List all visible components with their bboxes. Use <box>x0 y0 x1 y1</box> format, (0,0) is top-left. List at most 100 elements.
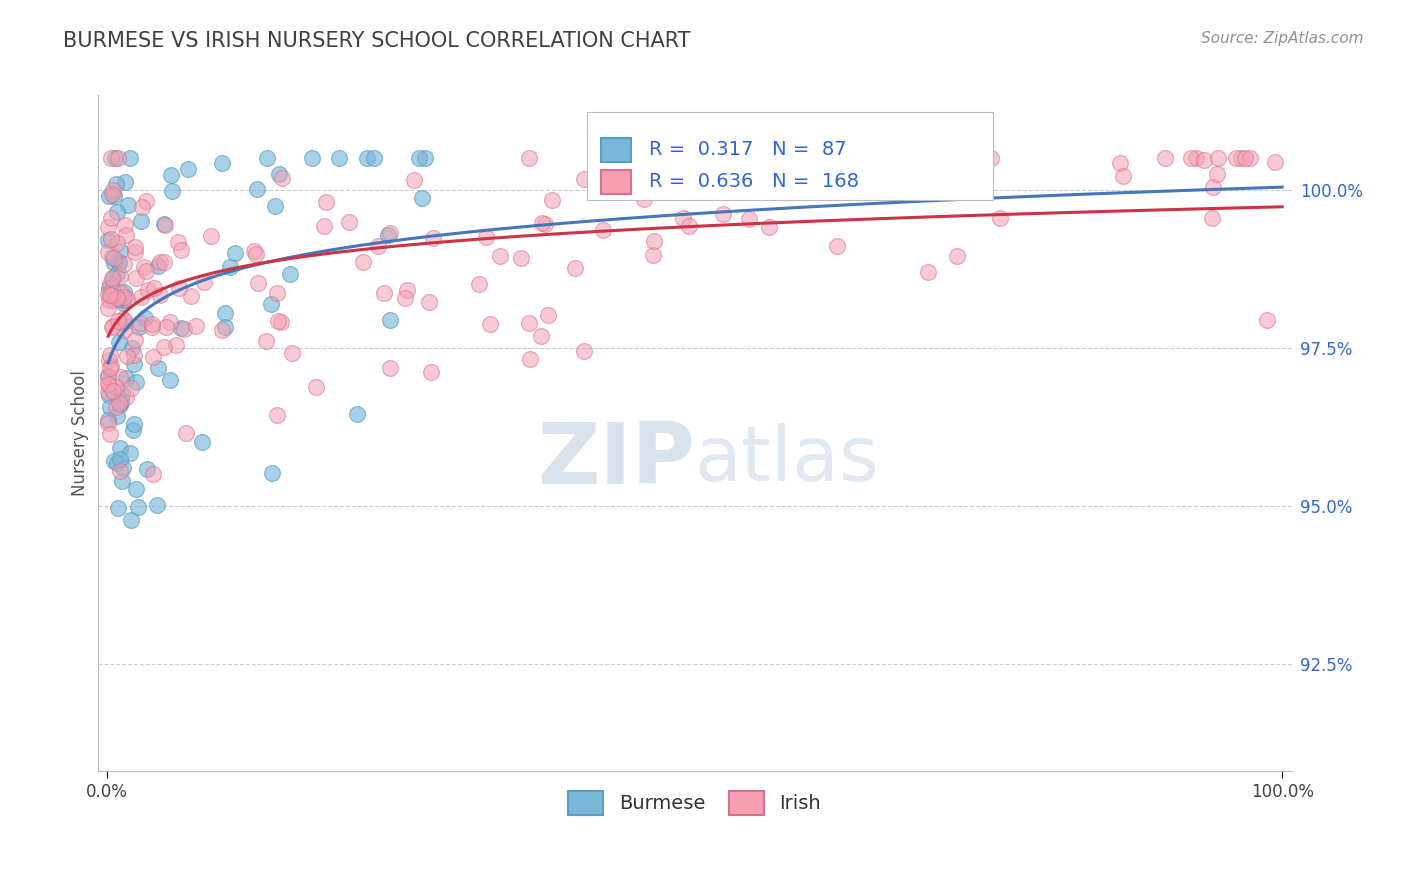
Point <box>153 255 176 269</box>
Point <box>378 226 401 240</box>
Point <box>1112 169 1135 183</box>
Point <box>112 323 135 337</box>
Point <box>155 319 177 334</box>
Point <box>100 359 122 373</box>
Point <box>105 177 128 191</box>
Point <box>107 335 129 350</box>
Point <box>214 319 236 334</box>
Point <box>380 361 402 376</box>
Point <box>124 333 146 347</box>
Point <box>314 219 336 233</box>
Point <box>917 265 939 279</box>
Point <box>129 290 152 304</box>
Y-axis label: Nursery School: Nursery School <box>72 370 89 496</box>
Point <box>121 341 143 355</box>
Point <box>266 408 288 422</box>
Point <box>124 245 146 260</box>
Point <box>166 235 188 249</box>
Point <box>107 256 129 270</box>
Point <box>97 233 120 247</box>
Point <box>678 219 700 233</box>
Point <box>108 452 131 467</box>
Point <box>97 369 120 384</box>
Point <box>124 240 146 254</box>
Point <box>211 155 233 169</box>
Point <box>402 173 425 187</box>
Point <box>101 271 124 285</box>
Point <box>97 384 120 399</box>
Point <box>254 334 277 348</box>
Point <box>112 461 135 475</box>
Point <box>735 168 758 182</box>
Point <box>534 217 557 231</box>
Point <box>907 152 929 166</box>
Point <box>159 315 181 329</box>
Point <box>146 259 169 273</box>
Point <box>256 152 278 166</box>
Text: R =  0.317   N =  87: R = 0.317 N = 87 <box>650 140 846 160</box>
Point <box>97 245 120 260</box>
Point <box>108 254 131 268</box>
Point <box>738 152 761 166</box>
Point <box>1234 152 1257 166</box>
Point <box>352 255 374 269</box>
Legend: Burmese, Irish: Burmese, Irish <box>561 783 828 822</box>
Point <box>301 152 323 166</box>
Point <box>112 290 135 304</box>
Point <box>165 338 187 352</box>
Point <box>510 251 533 265</box>
Point <box>280 346 302 360</box>
Point <box>105 400 128 414</box>
Point <box>111 474 134 488</box>
Point <box>373 285 395 300</box>
Point <box>105 205 128 219</box>
Point <box>107 292 129 306</box>
Point <box>127 500 149 514</box>
Point <box>200 229 222 244</box>
Point <box>758 219 780 234</box>
Point <box>128 320 150 334</box>
Point <box>346 408 368 422</box>
Point <box>122 357 145 371</box>
Point <box>218 260 240 275</box>
Point <box>174 425 197 440</box>
Point <box>98 277 121 292</box>
Point <box>367 238 389 252</box>
Point <box>105 291 128 305</box>
Point <box>1256 312 1278 326</box>
Point <box>112 257 135 271</box>
Point <box>180 289 202 303</box>
Point <box>101 281 124 295</box>
Point <box>378 312 401 326</box>
Point <box>468 277 491 292</box>
Point <box>108 268 131 283</box>
Point <box>1180 152 1202 166</box>
Point <box>122 417 145 431</box>
Point <box>118 152 141 166</box>
Point <box>356 152 378 166</box>
Point <box>278 267 301 281</box>
Point <box>122 423 145 437</box>
Point <box>97 416 120 430</box>
Point <box>115 292 138 306</box>
Point <box>103 293 125 308</box>
Point <box>105 267 128 281</box>
Point <box>263 199 285 213</box>
Point <box>1108 156 1130 170</box>
Point <box>115 371 138 385</box>
Point <box>266 314 288 328</box>
Point <box>1201 211 1223 225</box>
Point <box>148 288 170 302</box>
Point <box>107 501 129 516</box>
Point <box>1230 152 1253 166</box>
Point <box>394 291 416 305</box>
Point <box>517 316 540 330</box>
Point <box>167 281 190 295</box>
Point <box>415 152 437 166</box>
Point <box>103 189 125 203</box>
Point <box>114 313 136 327</box>
Point <box>377 227 399 242</box>
Point <box>186 319 208 334</box>
Point <box>136 283 159 297</box>
Point <box>110 394 132 409</box>
